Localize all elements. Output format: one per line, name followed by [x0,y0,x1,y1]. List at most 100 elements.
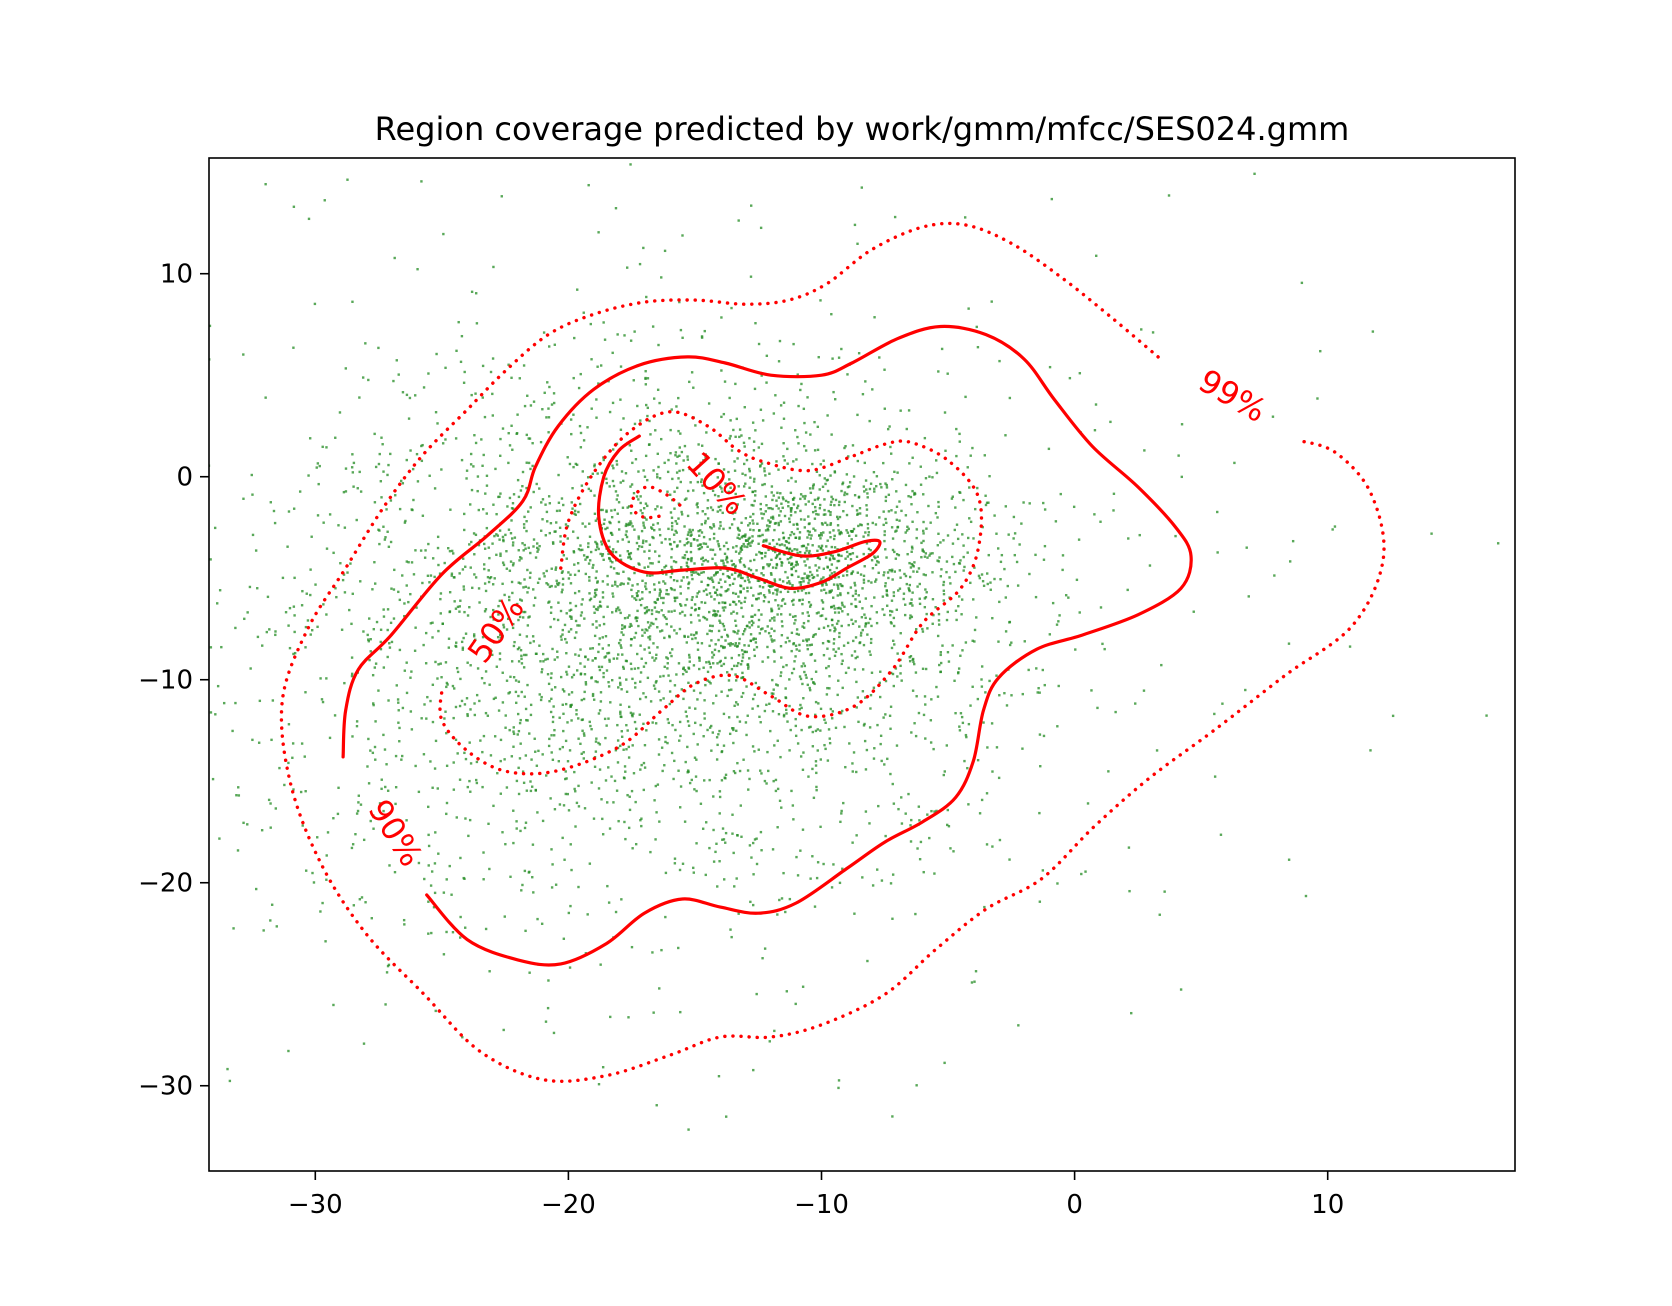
scatter-point [508,569,512,572]
scatter-point [776,739,779,742]
scatter-point [533,596,537,600]
scatter-point [834,628,837,631]
scatter-point [540,695,543,699]
scatter-point [1112,509,1115,512]
scatter-point [594,519,598,522]
scatter-point [811,510,815,514]
scatter-point [575,631,578,634]
scatter-point [856,459,860,463]
scatter-point [553,658,556,661]
scatter-point [708,680,711,684]
scatter-point [1288,560,1292,563]
scatter-point [338,411,342,414]
scatter-point [592,817,596,820]
scatter-point [859,523,862,526]
scatter-point [611,533,614,536]
scatter-point [250,473,253,477]
scatter-point [833,654,837,658]
scatter-point [708,726,712,729]
scatter-point [828,657,831,660]
scatter-point [456,670,460,674]
scatter-point [567,911,571,915]
scatter-point [474,638,477,641]
scatter-point [554,585,557,588]
scatter-point [910,615,914,619]
scatter-point [891,478,894,481]
scatter-point [865,542,869,545]
scatter-point [519,742,522,745]
scatter-point [869,693,873,697]
scatter-point [749,900,752,904]
scatter-point [664,871,668,875]
scatter-point [788,613,792,616]
scatter-point [580,484,584,487]
scatter-point [614,749,618,752]
scatter-point [685,537,689,541]
scatter-point [443,561,446,565]
scatter-point [770,627,773,630]
scatter-point [561,583,565,586]
scatter-point [611,584,614,587]
scatter-point [799,677,803,681]
scatter-point [779,404,783,407]
scatter-point [448,864,451,868]
scatter-point [651,951,654,954]
scatter-point [848,485,851,488]
scatter-point [257,741,261,744]
scatter-point [623,625,627,628]
scatter-point [828,591,831,594]
scatter-point [606,884,609,888]
scatter-point [673,490,676,493]
scatter-point [708,592,712,595]
scatter-point [660,568,664,572]
scatter-point [606,574,609,578]
scatter-point [724,580,727,583]
scatter-point [222,701,226,705]
scatter-point [954,609,958,612]
scatter-point [619,644,622,647]
scatter-point [645,609,649,612]
scatter-point [236,849,240,852]
scatter-point [696,648,700,651]
scatter-point [656,522,660,525]
scatter-point [630,713,634,717]
scatter-point [721,559,725,562]
scatter-point [711,578,714,582]
scatter-point [447,637,451,640]
scatter-point [779,674,782,678]
scatter-point [834,650,838,654]
scatter-point [1055,623,1059,626]
scatter-point [668,538,671,541]
scatter-point [843,725,846,729]
scatter-point [541,819,545,823]
scatter-point [554,883,558,886]
scatter-point [629,622,632,626]
scatter-point [676,486,679,490]
scatter-point [851,552,855,555]
scatter-point [567,809,571,812]
scatter-point [698,573,701,576]
scatter-point [715,842,718,845]
scatter-point [921,667,925,671]
scatter-point [815,771,818,775]
scatter-point [790,671,794,675]
scatter-point [928,836,931,840]
scatter-point [724,773,728,777]
scatter-point [445,801,449,805]
scatter-point [687,681,690,685]
scatter-point [598,637,601,640]
scatter-point [619,712,622,715]
scatter-point [491,392,494,396]
scatter-point [573,636,577,640]
scatter-point [816,498,819,501]
scatter-point [447,646,451,649]
scatter-point [518,646,521,649]
chart-title: Region coverage predicted by work/gmm/mf… [375,110,1350,148]
scatter-point [359,490,363,493]
scatter-point [195,507,197,509]
scatter-point [750,623,754,627]
scatter-point [548,531,552,535]
scatter-point [350,672,354,676]
scatter-point [698,590,701,593]
scatter-point [522,364,526,367]
